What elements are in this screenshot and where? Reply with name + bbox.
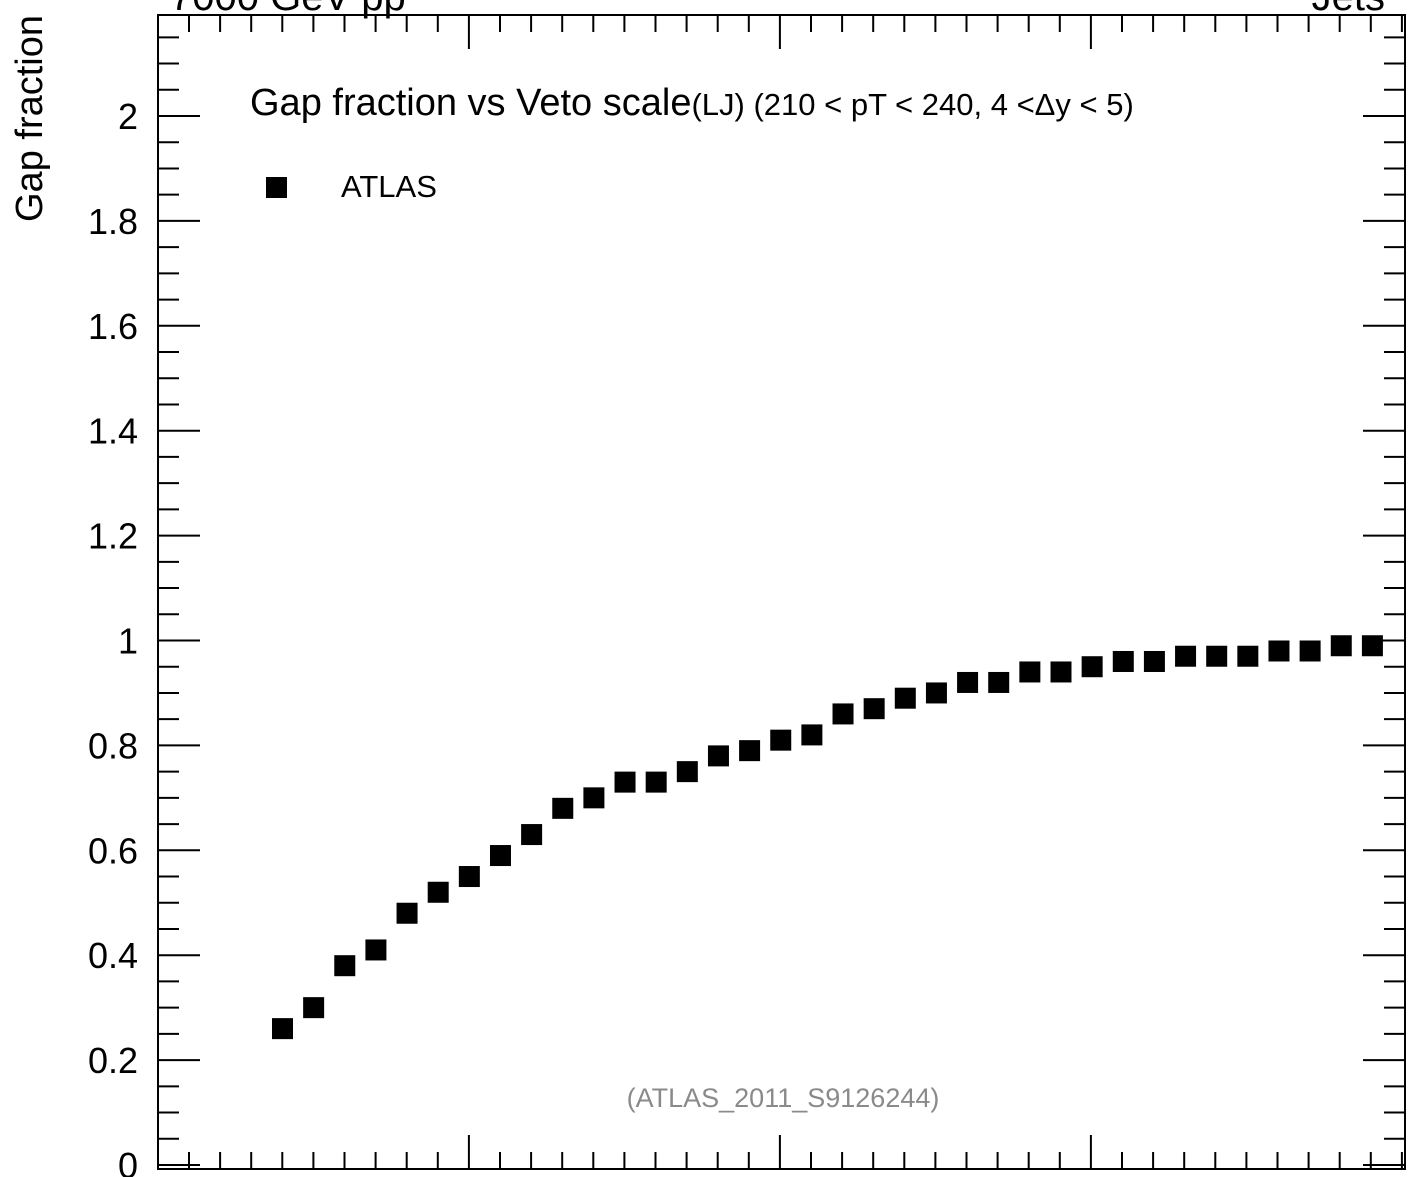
data-point <box>458 866 480 888</box>
data-point <box>894 687 916 709</box>
y-tick-label: 0.6 <box>88 830 138 871</box>
y-tick-label: 1.8 <box>88 201 138 242</box>
data-point <box>645 771 667 793</box>
data-point <box>1361 635 1383 657</box>
data-point <box>521 824 543 846</box>
data-point <box>396 902 418 924</box>
data-point <box>1330 635 1352 657</box>
data-point <box>583 787 605 809</box>
data-point <box>365 939 387 961</box>
data-point <box>832 703 854 725</box>
chart-title-sub: (LJ) (210 < pT < 240, 4 <Δy < 5) <box>691 87 1133 122</box>
data-points <box>272 635 1383 1040</box>
data-point <box>272 1018 293 1040</box>
data-point <box>988 671 1010 693</box>
data-point <box>957 671 979 693</box>
y-axis-label: Gap fraction <box>9 15 51 222</box>
legend-marker <box>266 177 287 198</box>
chart-title-main: Gap fraction vs Veto scale <box>250 82 691 124</box>
y-tick-label: 1.2 <box>88 516 138 557</box>
y-tick-label: 1.6 <box>88 306 138 347</box>
data-point <box>707 745 729 767</box>
data-point <box>427 881 449 903</box>
x-axis-ticks <box>188 15 1403 1169</box>
y-tick-label: 0.2 <box>88 1040 138 1081</box>
data-point <box>863 698 885 720</box>
data-point <box>1081 656 1103 678</box>
data-point <box>1237 645 1259 667</box>
y-tick-label: 1.4 <box>88 411 138 452</box>
legend-label: ATLAS <box>341 169 437 204</box>
data-point <box>1050 661 1072 683</box>
data-point <box>1299 640 1321 662</box>
plot-frame <box>157 14 1406 1170</box>
data-point <box>739 740 761 762</box>
header-right-text: Jets <box>1312 0 1385 19</box>
data-point <box>801 724 823 746</box>
data-point <box>334 955 356 977</box>
data-point <box>303 997 325 1019</box>
y-tick-label: 0 <box>118 1145 138 1177</box>
data-point <box>925 682 947 704</box>
y-tick-label: 2 <box>118 96 138 137</box>
data-point <box>1019 661 1041 683</box>
y-tick-label: 1 <box>118 621 138 662</box>
data-point <box>676 761 698 783</box>
data-point <box>1206 645 1228 667</box>
reference-annotation: (ATLAS_2011_S9126244) <box>627 1083 940 1113</box>
y-axis-ticks: 0 0.2 0.4 0.6 0.8 1 1.2 1.4 1.6 1.8 2 <box>88 36 1405 1177</box>
y-tick-label: 0.4 <box>88 935 138 976</box>
data-point <box>552 797 574 819</box>
y-tick-label: 0.8 <box>88 725 138 766</box>
data-point <box>1268 640 1290 662</box>
data-point <box>1175 645 1197 667</box>
data-point <box>614 771 636 793</box>
header-left-text: 7000 GeV pp <box>170 0 406 19</box>
data-point <box>1112 650 1134 672</box>
data-point <box>770 729 792 751</box>
data-point <box>1143 650 1165 672</box>
chart-title: Gap fraction vs Veto scale(LJ) (210 < pT… <box>250 82 1134 124</box>
data-point <box>489 845 511 867</box>
